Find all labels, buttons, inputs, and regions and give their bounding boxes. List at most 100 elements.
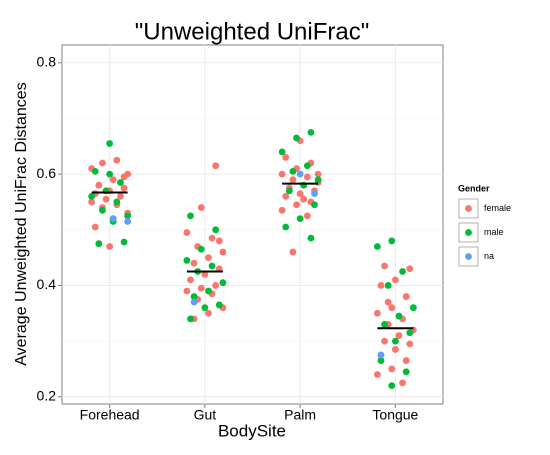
legend-label: na xyxy=(484,251,494,261)
point xyxy=(388,365,396,373)
point xyxy=(215,237,223,245)
legend-title: Gender xyxy=(458,183,490,193)
point xyxy=(215,301,223,309)
point xyxy=(212,162,220,170)
point xyxy=(307,234,315,242)
point xyxy=(106,243,114,250)
point xyxy=(120,184,128,192)
point xyxy=(109,215,117,223)
point xyxy=(208,262,216,270)
point xyxy=(395,332,403,339)
y-tick-label: 0.2 xyxy=(37,387,57,403)
point xyxy=(205,254,212,262)
chart-title: "Unweighted UniFrac" xyxy=(135,18,369,45)
point xyxy=(399,379,406,387)
point xyxy=(381,337,388,345)
y-tick-label: 0.6 xyxy=(37,165,57,181)
point xyxy=(201,270,209,278)
y-tick-label: 0.4 xyxy=(37,276,57,292)
point xyxy=(113,198,121,206)
point xyxy=(300,195,308,203)
point xyxy=(88,192,96,200)
point xyxy=(388,304,396,312)
legend-swatch xyxy=(465,205,472,212)
point xyxy=(289,248,297,256)
point xyxy=(285,187,293,195)
point xyxy=(377,282,385,289)
point xyxy=(296,190,304,198)
point xyxy=(296,215,304,223)
point xyxy=(406,265,414,273)
point xyxy=(187,276,194,284)
point xyxy=(303,162,311,170)
point xyxy=(289,176,297,184)
point xyxy=(187,315,194,323)
y-axis-label: Average Unweighted UniFrac Distances xyxy=(13,82,30,365)
point xyxy=(391,346,399,353)
point xyxy=(117,179,124,186)
point xyxy=(402,357,410,364)
point xyxy=(282,223,290,231)
point xyxy=(120,238,128,246)
x-tick-label: Palm xyxy=(284,407,316,423)
point xyxy=(190,293,198,300)
point xyxy=(183,257,191,264)
point xyxy=(197,245,205,253)
point xyxy=(205,309,212,317)
point xyxy=(303,173,311,181)
point xyxy=(296,170,304,178)
point xyxy=(120,173,128,181)
point xyxy=(289,167,297,175)
point xyxy=(307,128,315,136)
x-tick-label: Gut xyxy=(194,407,217,423)
point xyxy=(197,284,205,292)
legend-swatch xyxy=(465,229,472,236)
point xyxy=(388,382,396,390)
point xyxy=(124,212,132,220)
point xyxy=(190,298,198,306)
point xyxy=(373,371,381,378)
point xyxy=(109,176,117,184)
point xyxy=(197,204,205,211)
point xyxy=(99,206,106,214)
point xyxy=(311,190,318,198)
point xyxy=(402,293,410,300)
point xyxy=(402,368,410,376)
point xyxy=(183,287,191,295)
point xyxy=(377,357,385,364)
point xyxy=(388,237,396,245)
point xyxy=(293,201,300,209)
point xyxy=(399,268,406,275)
point xyxy=(219,248,227,256)
point xyxy=(377,351,385,359)
point xyxy=(102,195,110,203)
point xyxy=(278,148,286,156)
point xyxy=(95,240,103,248)
point xyxy=(190,259,198,267)
point xyxy=(293,134,300,142)
point xyxy=(314,176,322,184)
point xyxy=(183,229,191,236)
point xyxy=(373,309,381,317)
point xyxy=(384,298,392,306)
point xyxy=(205,287,212,295)
point xyxy=(406,340,414,348)
point xyxy=(406,329,414,337)
point xyxy=(314,170,322,178)
point xyxy=(219,279,227,287)
point xyxy=(106,170,114,178)
point xyxy=(381,262,388,270)
point xyxy=(311,201,318,209)
panel xyxy=(61,44,444,405)
point xyxy=(117,192,124,200)
point xyxy=(91,223,99,231)
point xyxy=(373,243,381,250)
point xyxy=(391,276,399,284)
point xyxy=(409,304,417,312)
x-tick-label: Tongue xyxy=(372,407,418,423)
point xyxy=(88,198,96,206)
point xyxy=(282,192,290,200)
point xyxy=(391,337,399,345)
